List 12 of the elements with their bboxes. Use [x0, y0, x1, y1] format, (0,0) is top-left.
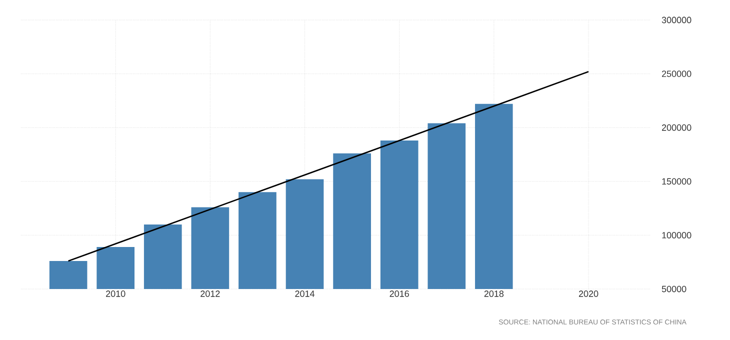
y-tick-label: 250000: [662, 70, 692, 77]
y-tick-label: 150000: [662, 178, 692, 185]
x-tick-label: 2016: [390, 290, 409, 297]
x-tick-label: 2010: [106, 290, 126, 297]
y-tick-label: 50000: [662, 286, 686, 292]
y-tick-label: 100000: [662, 232, 692, 238]
x-tick-label: 2020: [578, 290, 598, 297]
x-tick-label: 2018: [484, 290, 504, 297]
x-tick-label: 2014: [295, 290, 314, 297]
y-tick-label: 200000: [662, 124, 692, 131]
x-tick-label: 2012: [200, 290, 220, 297]
y-tick-label: 300000: [662, 16, 692, 24]
